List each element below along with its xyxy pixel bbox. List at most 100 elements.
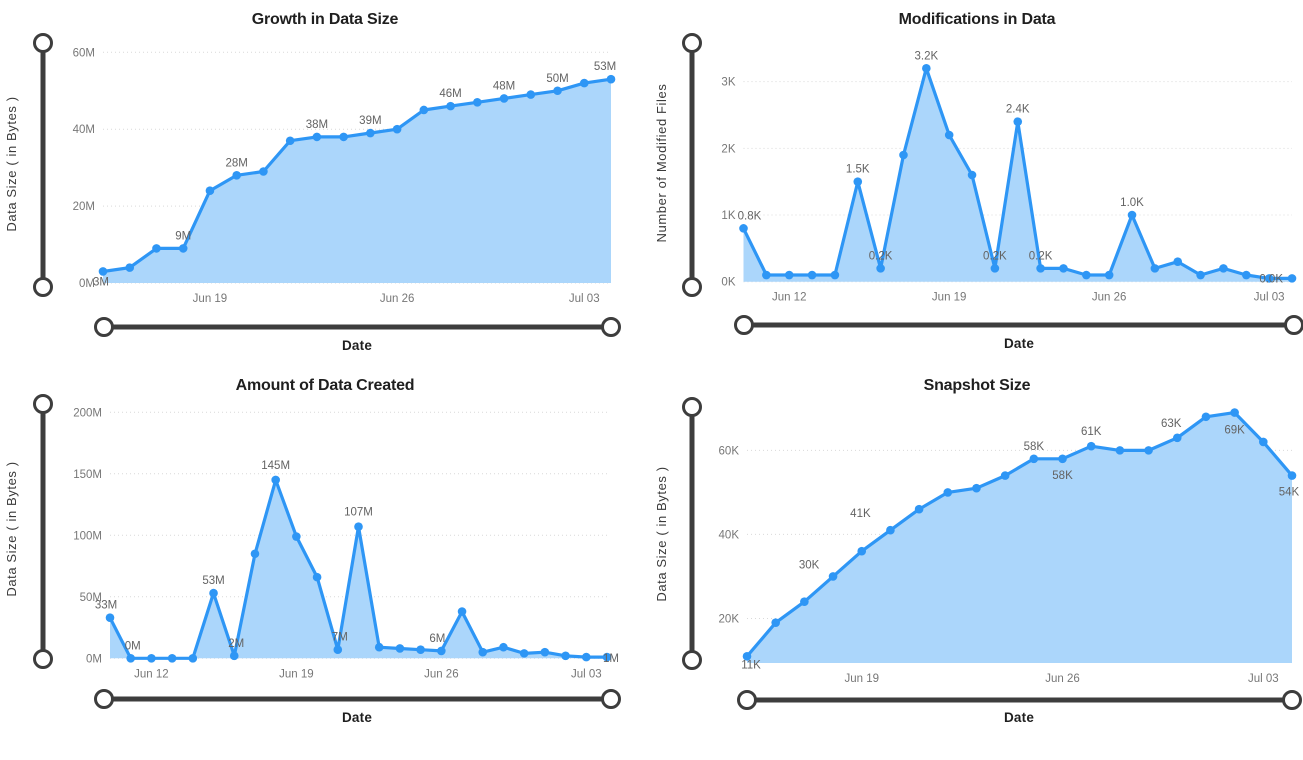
x-range-slider-handle-left[interactable] [734,315,754,335]
data-point[interactable] [333,645,343,654]
data-point[interactable] [886,525,895,535]
data-point[interactable] [1173,257,1183,266]
data-point[interactable] [762,270,771,280]
data-point[interactable] [1082,270,1091,280]
y-range-slider-handle-top[interactable] [682,397,702,417]
data-point[interactable] [602,652,612,662]
data-point[interactable] [457,607,467,616]
y-range-slider-handle-top[interactable] [682,33,702,53]
data-point[interactable] [416,645,425,654]
data-point[interactable] [285,136,295,146]
data-point[interactable] [98,267,108,276]
data-point[interactable] [259,167,268,176]
data-point[interactable] [1115,446,1125,455]
data-point[interactable] [830,270,840,280]
data-point[interactable] [553,86,562,96]
y-range-slider-handle-bottom[interactable] [33,277,53,297]
data-point[interactable] [1241,270,1251,280]
y-range-slider-handle-top[interactable] [33,394,53,414]
data-point[interactable] [292,532,301,541]
data-point[interactable] [581,652,591,662]
data-point[interactable] [1287,471,1297,480]
data-point[interactable] [105,613,115,623]
data-point[interactable] [366,128,375,138]
data-point[interactable] [229,651,239,661]
data-point[interactable] [990,264,1000,273]
data-point[interactable] [1058,454,1067,464]
data-point[interactable] [771,618,780,627]
data-point[interactable] [1086,441,1096,451]
data-point[interactable] [250,549,260,559]
data-point[interactable] [125,263,135,272]
data-point[interactable] [167,654,177,663]
data-point[interactable] [499,642,508,652]
y-range-slider-handle-bottom[interactable] [682,650,702,670]
y-range-slider-handle-bottom[interactable] [682,277,702,297]
data-point[interactable] [606,74,616,84]
data-point[interactable] [392,124,402,134]
x-range-slider-handle-left[interactable] [94,317,114,337]
data-point[interactable] [1230,408,1239,417]
data-point[interactable] [899,150,908,160]
data-point[interactable] [1059,264,1068,273]
data-point[interactable] [188,654,198,663]
data-point[interactable] [1201,412,1211,422]
data-point[interactable] [1196,270,1205,280]
x-range-slider-handle-right[interactable] [601,689,621,709]
data-point[interactable] [561,651,570,661]
data-point[interactable] [446,101,455,111]
data-point[interactable] [478,647,488,657]
data-point[interactable] [739,224,748,233]
data-point[interactable] [1127,210,1137,220]
data-point[interactable] [967,170,977,180]
data-point[interactable] [312,572,322,582]
data-point[interactable] [540,647,550,657]
data-point[interactable] [1172,433,1182,443]
data-point[interactable] [922,64,931,73]
data-point[interactable] [312,132,322,142]
data-point[interactable] [354,522,363,531]
x-range-slider-handle-left[interactable] [94,689,114,709]
data-point[interactable] [209,588,218,598]
x-range-slider-handle-right[interactable] [601,317,621,337]
data-point[interactable] [742,651,752,661]
data-point[interactable] [828,572,838,581]
data-point[interactable] [374,642,384,652]
data-point[interactable] [914,504,924,514]
data-point[interactable] [178,244,188,253]
data-point[interactable] [1259,437,1268,447]
data-point[interactable] [1029,454,1039,464]
data-point[interactable] [205,186,215,196]
data-point[interactable] [853,177,863,186]
data-point[interactable] [519,649,529,658]
data-point[interactable] [943,488,953,497]
data-point[interactable] [944,130,954,140]
data-point[interactable] [419,105,429,115]
x-range-slider-handle-left[interactable] [737,690,757,710]
y-range-slider-handle-top[interactable] [33,33,53,53]
data-point[interactable] [876,264,885,273]
data-point[interactable] [807,270,817,280]
data-point[interactable] [126,654,136,663]
data-point[interactable] [232,171,241,180]
data-point[interactable] [147,654,156,663]
data-point[interactable] [339,132,348,142]
data-point[interactable] [437,646,446,656]
x-range-slider-handle-right[interactable] [1284,315,1303,335]
data-point[interactable] [1219,264,1228,273]
data-point[interactable] [1144,446,1153,455]
data-point[interactable] [972,483,981,493]
data-point[interactable] [499,94,509,103]
data-point[interactable] [1287,274,1297,283]
data-point[interactable] [1036,264,1045,273]
data-point[interactable] [1104,270,1114,280]
x-range-slider-handle-right[interactable] [1282,690,1302,710]
data-point[interactable] [1000,471,1010,480]
data-point[interactable] [784,270,794,280]
data-point[interactable] [800,597,809,606]
data-point[interactable] [857,546,867,556]
data-point[interactable] [526,90,536,99]
data-point[interactable] [152,244,161,253]
data-point[interactable] [395,644,405,653]
data-point[interactable] [579,78,589,88]
